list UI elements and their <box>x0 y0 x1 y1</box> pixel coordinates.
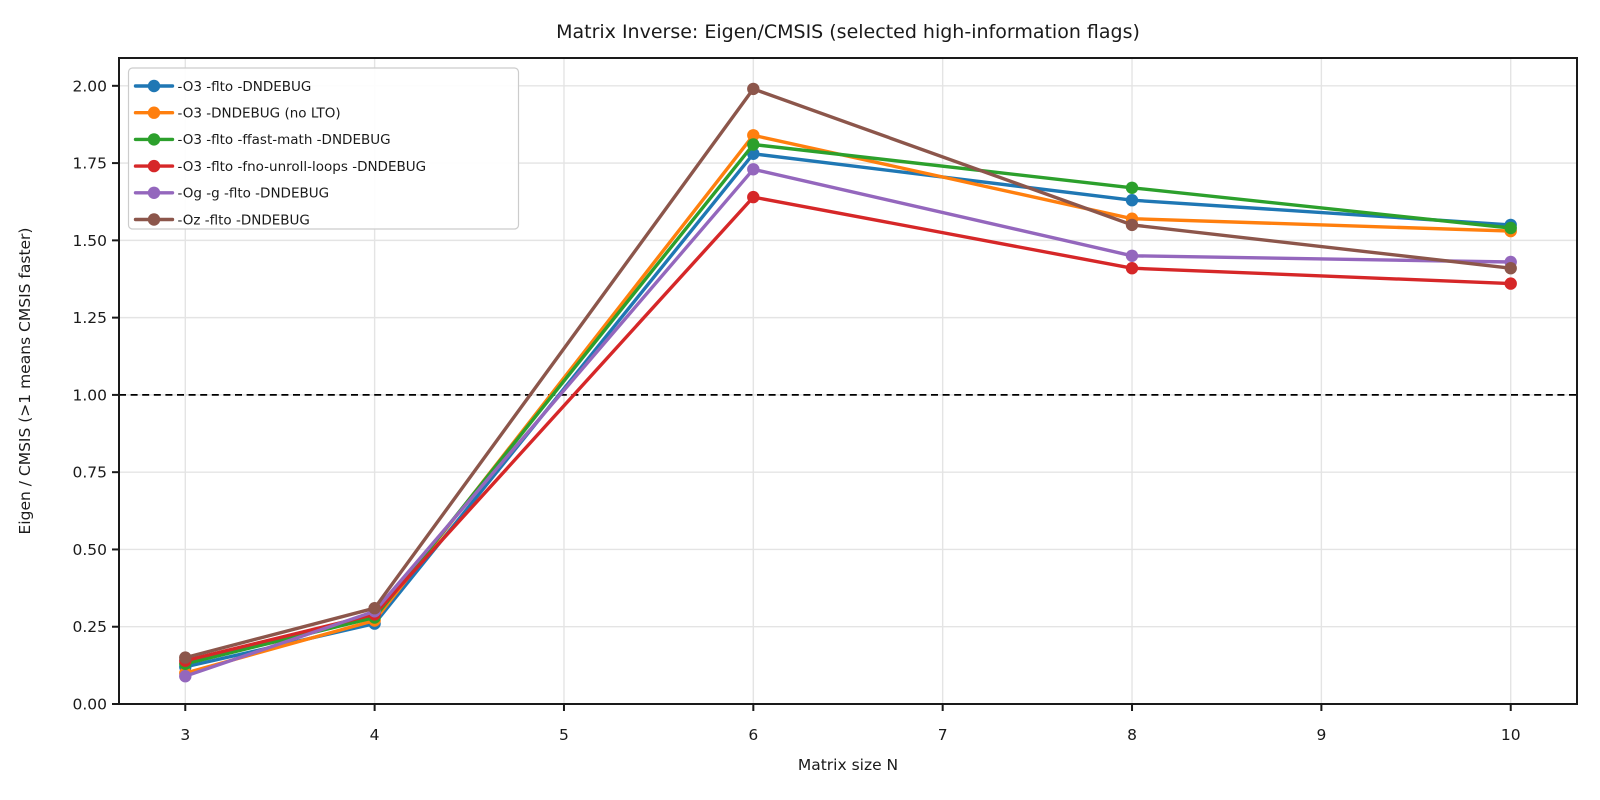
series-line <box>183 152 1513 669</box>
axes: 3 4 5 6 7 8 9 10 0.00 0.25 0.50 0.75 1.00 1.25 1.50 1.7… <box>72 57 1578 744</box>
x-tick-label: 6 <box>748 726 758 744</box>
y-tick-label: 0.25 <box>72 618 107 636</box>
data-point-marker <box>1125 194 1139 207</box>
legend-item-label: -O3 -flto -ffast-math -DNDEBUG <box>178 132 391 148</box>
data-point-marker <box>1125 218 1139 232</box>
legend-item-label: -O3 -flto -DNDEBUG <box>178 79 312 95</box>
grid <box>119 58 1577 705</box>
y-tick-label: 1.00 <box>72 386 107 404</box>
y-tick-label: 1.50 <box>72 232 107 250</box>
data-point-marker <box>1125 262 1139 275</box>
legend-sample-marker <box>147 186 161 199</box>
data-point-marker <box>747 129 760 142</box>
series-layer <box>179 82 1517 683</box>
y-tick-label: 0.50 <box>72 541 107 559</box>
legend-item-label: -Og -g -flto -DNDEBUG <box>178 186 330 202</box>
data-point-marker <box>1504 221 1517 235</box>
data-point-marker <box>747 163 760 176</box>
plot-border <box>118 57 1578 705</box>
legend-item-label: -Oz -flto -DNDEBUG <box>178 212 310 228</box>
legend-sample-marker <box>147 79 161 93</box>
data-point-marker <box>1125 249 1139 262</box>
data-point-marker <box>1504 262 1517 275</box>
data-point-marker <box>368 602 381 615</box>
x-tick-label: 3 <box>180 726 190 744</box>
data-point-marker <box>747 138 760 151</box>
x-axis-label: Matrix size N <box>798 756 898 774</box>
x-tick-label: 5 <box>559 726 569 744</box>
y-tick-label: 0.75 <box>72 464 107 482</box>
legend-item-label: -O3 -flto -fno-unroll-loops -DNDEBUG <box>178 159 427 175</box>
series-line <box>183 195 1513 663</box>
x-tick-label: 4 <box>370 726 380 744</box>
legend-box <box>127 67 520 230</box>
chart-title: Matrix Inverse: Eigen/CMSIS (selected hi… <box>556 21 1140 43</box>
x-tick-label: 8 <box>1127 726 1137 744</box>
data-point-marker <box>1504 277 1517 290</box>
legend-sample-marker <box>147 159 161 173</box>
data-point-marker <box>747 82 760 96</box>
legend-sample-marker <box>147 213 161 226</box>
y-axis-label: Eigen / CMSIS (>1 means CMSIS faster) <box>16 228 34 535</box>
data-point-marker <box>179 670 192 683</box>
data-point-marker <box>747 190 760 204</box>
x-tick-label: 10 <box>1501 726 1521 744</box>
x-tick-label: 7 <box>938 726 948 744</box>
legend-item-label: -O3 -DNDEBUG (no LTO) <box>178 106 341 122</box>
x-tick-label: 9 <box>1316 726 1326 744</box>
y-tick-label: 1.75 <box>72 155 107 173</box>
legend-sample-marker <box>147 133 161 146</box>
y-tick-label: 2.00 <box>72 77 107 95</box>
data-point-marker <box>179 651 192 664</box>
y-tick-label: 1.25 <box>72 309 107 327</box>
data-point-marker <box>1125 181 1139 194</box>
legend-sample-marker <box>147 106 161 119</box>
y-tick-label: 0.00 <box>72 696 107 714</box>
legend: -O3 -flto -DNDEBUG -O3 -DNDEBUG (no LTO) -… <box>127 67 520 230</box>
